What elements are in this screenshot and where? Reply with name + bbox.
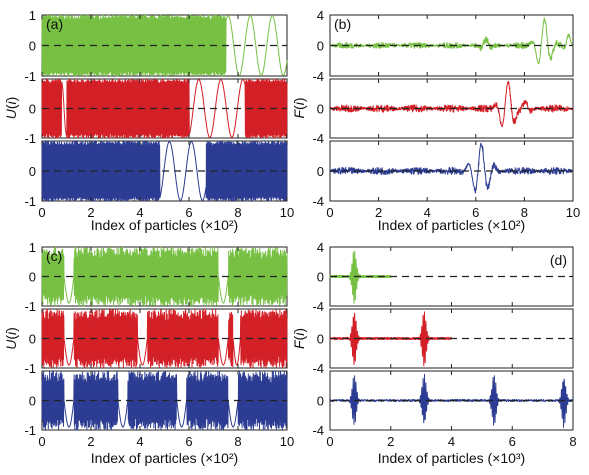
panel-c-ylabel: U(i)	[3, 327, 19, 350]
panel-a-xtick-label: 0	[38, 205, 45, 220]
panel-b-xtick-label: 10	[566, 205, 580, 220]
panel-a-xtick-label: 2	[87, 205, 94, 220]
panel-b-xtick-label: 2	[375, 205, 382, 220]
panel-d-ytick-label-2: -4	[312, 423, 324, 438]
panel-a-ytick-label-0: 0	[29, 39, 36, 54]
panel-c-letter: (c)	[46, 248, 62, 264]
panel-b-ytick-label-0: -4	[312, 69, 324, 84]
panel-c-series-1	[41, 308, 288, 369]
panel-c-series-2	[41, 370, 288, 431]
panel-c-ytick-label-2: -1	[24, 423, 36, 438]
panel-a-letter: (a)	[46, 16, 63, 32]
panel-d-ytick-label-0: 4	[317, 240, 324, 255]
panel-c-xtick-label: 6	[185, 434, 192, 449]
panel-d-ytick-label-1: 0	[317, 332, 324, 347]
panel-d-xtick-label: 0	[326, 434, 333, 449]
panel-a-xlabel: Index of particles (×10²)	[91, 217, 238, 233]
panel-b-xtick-label: 8	[521, 205, 528, 220]
panel-d-letter: (d)	[550, 252, 567, 268]
panel-d-xtick-label: 4	[448, 434, 455, 449]
panel-c-ytick-label-0: -1	[24, 299, 36, 314]
panel-c-xtick-label: 0	[38, 434, 45, 449]
panel-d-xtick-label: 8	[569, 434, 576, 449]
panel-b-series-2	[329, 142, 574, 194]
panel-c-ytick-label-1: -1	[24, 361, 36, 376]
panel-b-ytick-label-1: 0	[317, 102, 324, 117]
panel-c-ytick-label-1: 0	[29, 332, 36, 347]
panel-b-ytick-label-0: 0	[317, 39, 324, 54]
panel-b-xtick-label: 6	[472, 205, 479, 220]
panel-c-series-0	[41, 246, 288, 307]
panel-c-ytick-label-0: 0	[29, 270, 36, 285]
panel-a-xtick-label: 10	[280, 205, 294, 220]
panel-b-ytick-label-2: -4	[312, 194, 324, 209]
panel-c-xlabel: Index of particles (×10²)	[91, 450, 238, 466]
panel-d-ytick-label-0: -4	[312, 299, 324, 314]
panel-d-xlabel: Index of particles (×10³)	[378, 450, 525, 466]
panel-b-series-0	[329, 17, 574, 65]
panel-b-xlabel: Index of particles (×10²)	[378, 217, 525, 233]
panel-a-series-1	[41, 78, 288, 139]
panel-a-ytick-label-1: -1	[24, 131, 36, 146]
panel-d-ytick-label-2: 0	[317, 394, 324, 409]
panel-c-xtick-label: 4	[136, 434, 143, 449]
panel-a-series-2	[41, 140, 288, 202]
panel-a-series-0	[41, 14, 288, 77]
panel-b-xtick-label: 4	[424, 205, 431, 220]
panel-c-ytick-label-0: 1	[29, 240, 36, 255]
panel-b-xtick-label: 0	[326, 205, 333, 220]
panel-c-xtick-label: 2	[87, 434, 94, 449]
panel-a-xtick-label: 6	[185, 205, 192, 220]
panel-c-ytick-label-2: 0	[29, 394, 36, 409]
panel-a-ytick-label-0: 1	[29, 8, 36, 23]
panel-d-xtick-label: 6	[509, 434, 516, 449]
panel-a-xtick-label: 4	[136, 205, 143, 220]
panel-c-xtick-label: 8	[234, 434, 241, 449]
panel-a-ytick-label-0: -1	[24, 69, 36, 84]
panel-d-series-0	[329, 250, 392, 304]
panel-d-ytick-label-1: -4	[312, 361, 324, 376]
panel-a-ylabel: U(i)	[3, 97, 19, 120]
panel-c-xtick-label: 10	[280, 434, 294, 449]
panel-b-ylabel: F(i)	[291, 97, 307, 118]
panel-d-ylabel: F(i)	[291, 328, 307, 349]
panel-b-series-1	[329, 80, 574, 127]
panel-b-ytick-label-0: 4	[317, 8, 324, 23]
panel-a-ytick-label-2: -1	[24, 194, 36, 209]
panel-b-ytick-label-2: 0	[317, 164, 324, 179]
panel-b-letter: (b)	[334, 16, 351, 32]
panel-a-ytick-label-1: 0	[29, 102, 36, 117]
panel-b-ytick-label-1: -4	[312, 131, 324, 146]
panel-a-xtick-label: 8	[234, 205, 241, 220]
panel-a-ytick-label-2: 0	[29, 164, 36, 179]
panel-d-ytick-label-0: 0	[317, 270, 324, 285]
panel-d-xtick-label: 2	[387, 434, 394, 449]
